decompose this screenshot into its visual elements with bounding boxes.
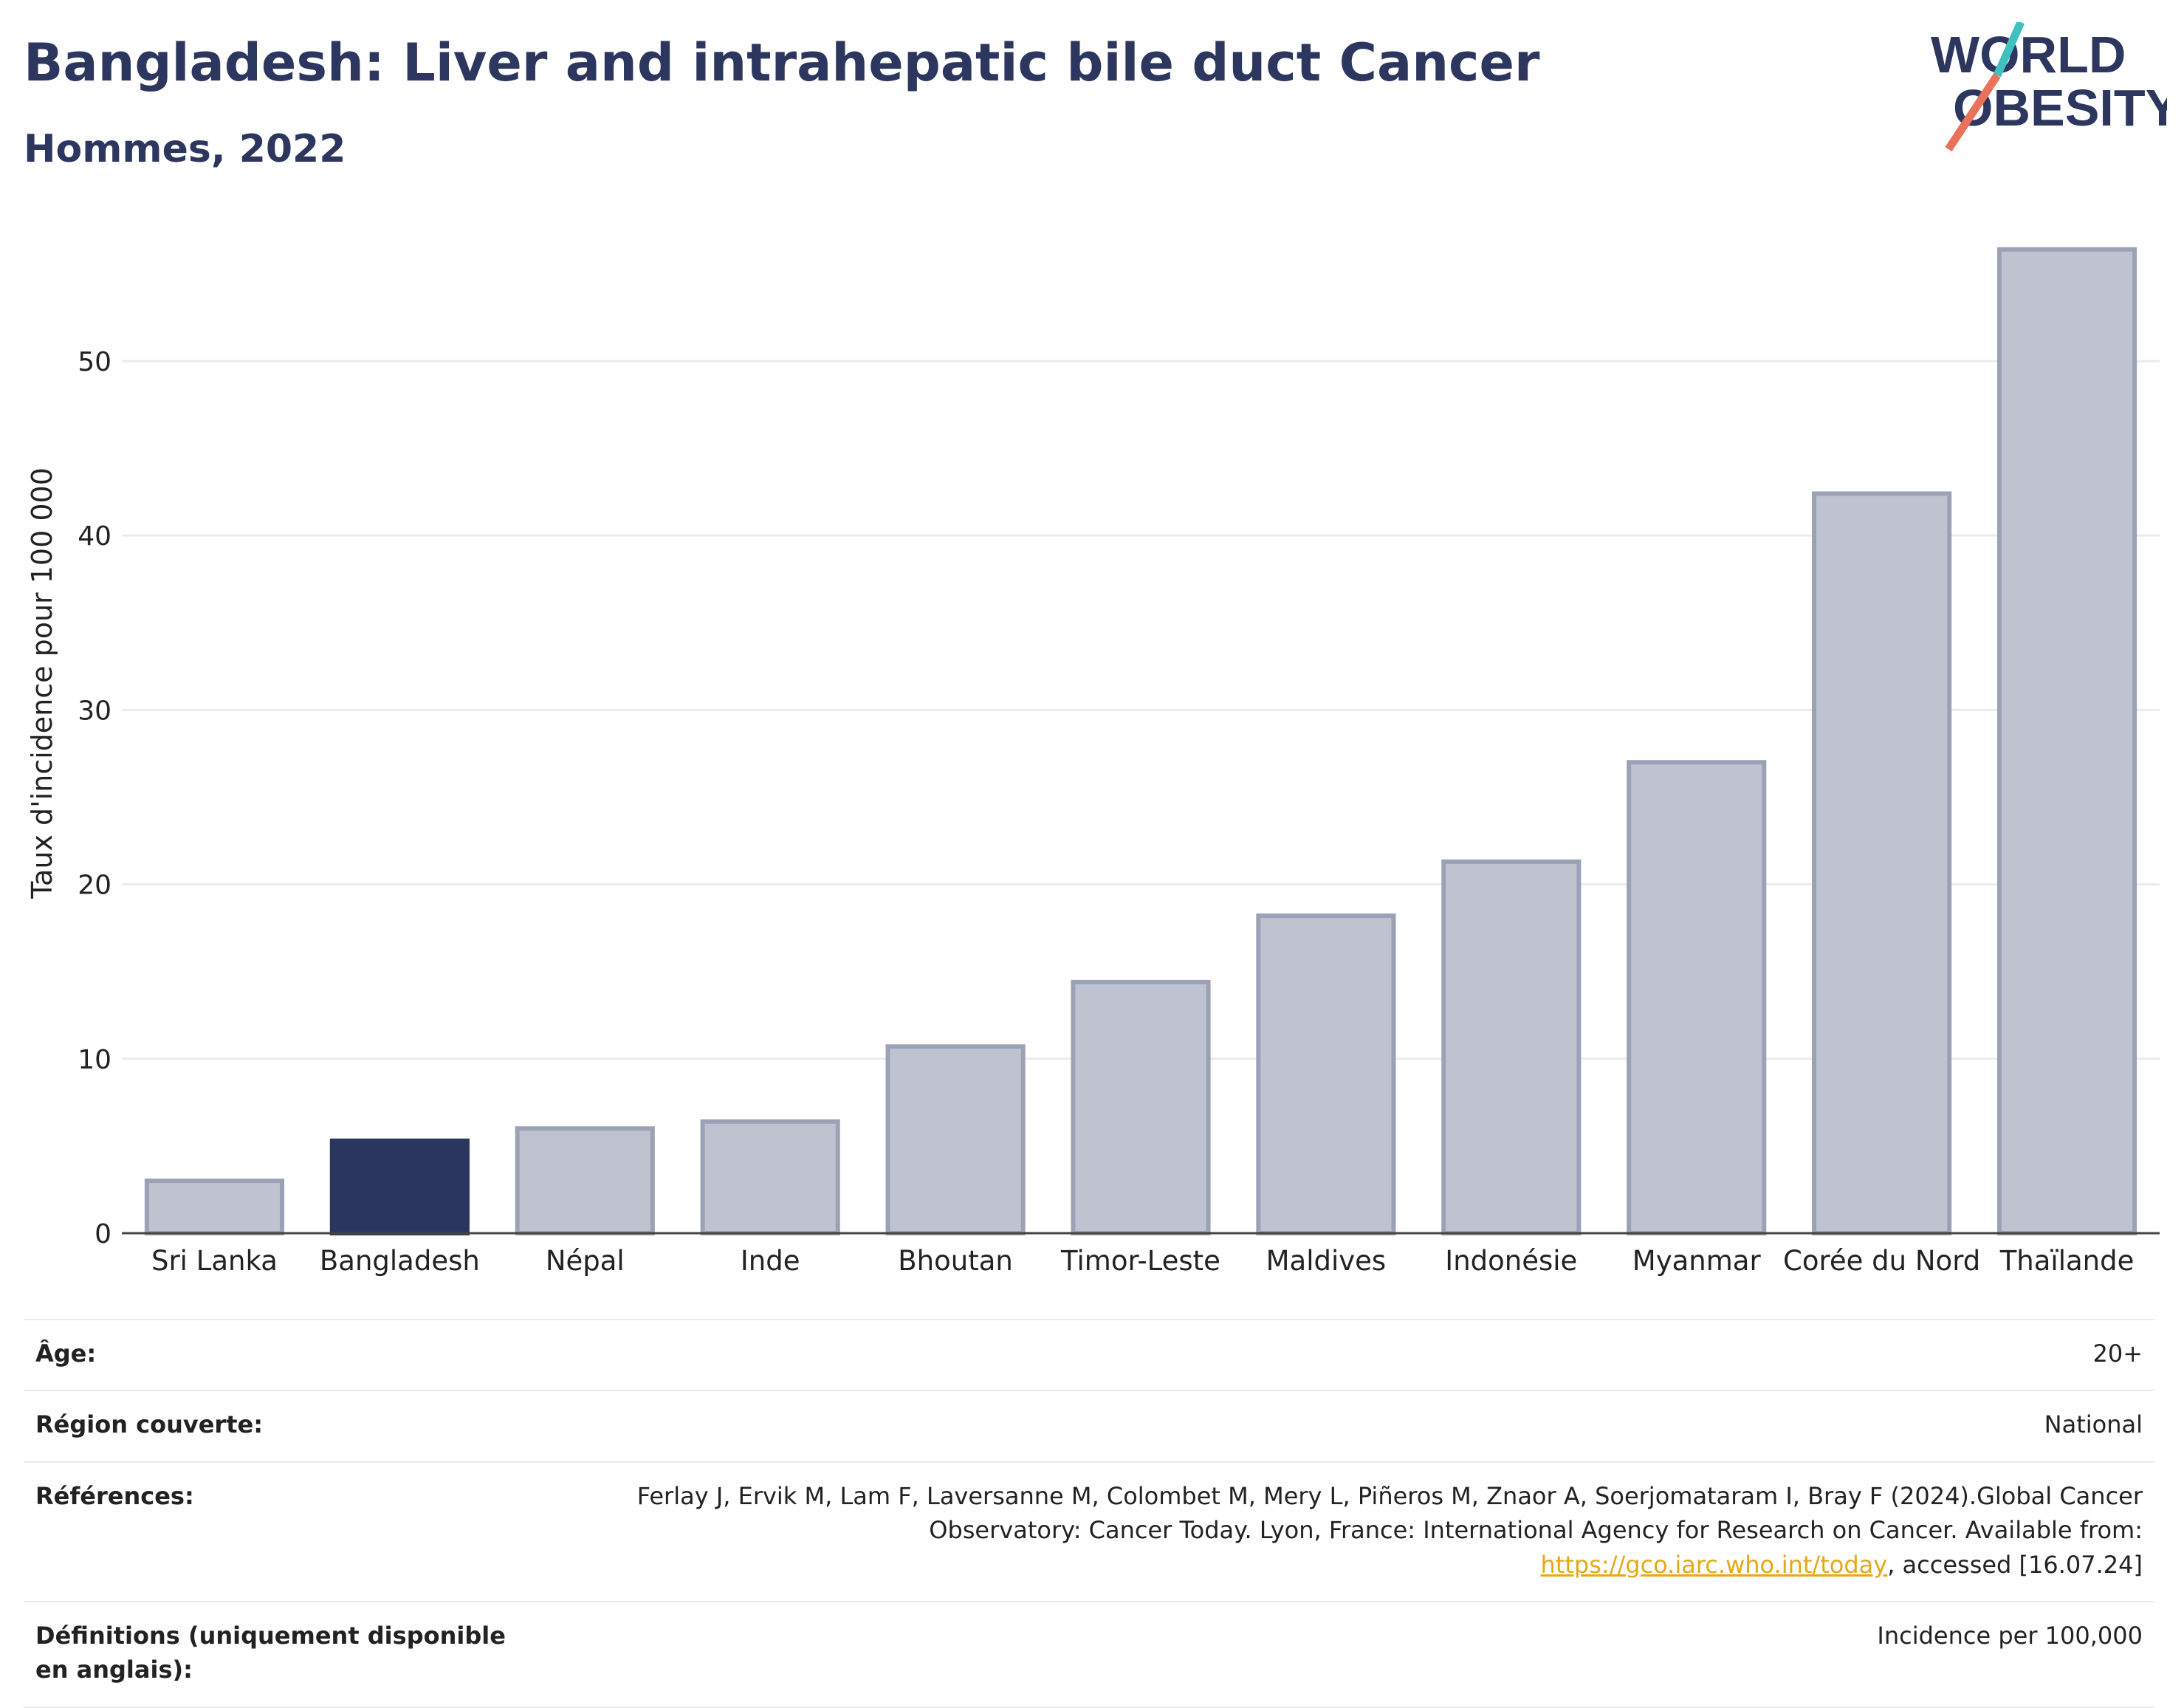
info-label: Définitions (uniquement disponible en an… xyxy=(35,1621,506,1684)
bar-chart: 0 10 20 30 40 50 Sri Lanka Bangladesh Népal Inde… xyxy=(26,247,2160,1277)
info-value-suffix: , accessed [16.07.24] xyxy=(1887,1550,2143,1579)
logo-slash-teal xyxy=(1993,22,2025,78)
world-obesity-logo: WORLD OBESITY xyxy=(1931,22,2167,152)
x-tick-label: Myanmar xyxy=(1632,1245,1762,1277)
bar-tha-lande[interactable] xyxy=(1996,247,2137,1236)
y-tick-label: 0 xyxy=(95,1219,111,1249)
y-tick-label: 30 xyxy=(78,696,111,726)
x-tick-label: Maldives xyxy=(1266,1245,1387,1277)
info-row: Région couverte: National xyxy=(24,1390,2154,1461)
info-label: Région couverte: xyxy=(35,1410,263,1439)
chart-title: Bangladesh: Liver and intrahepatic bile … xyxy=(24,32,1540,93)
info-value-text: National xyxy=(2044,1410,2143,1439)
info-value: Ferlay J, Ervik M, Lam F, Laversanne M, … xyxy=(592,1479,2143,1582)
x-axis-labels: Sri Lanka Bangladesh Népal Inde Bhoutan Timor… xyxy=(151,1245,2134,1277)
bar-inde[interactable] xyxy=(700,1119,840,1236)
y-tick-label: 20 xyxy=(78,871,111,901)
y-axis-ticks: 0 10 20 30 40 50 xyxy=(78,347,111,1249)
logo-slash-coral xyxy=(1945,72,2001,152)
bar-maldives[interactable] xyxy=(1256,913,1396,1235)
info-row: Références: Ferlay J, Ervik M, Lam F, Lav… xyxy=(24,1461,2154,1601)
info-value: Incidence per 100,000 xyxy=(1877,1619,2143,1653)
y-tick-label: 10 xyxy=(78,1045,111,1075)
x-tick-label: Bangladesh xyxy=(320,1245,480,1277)
info-row: Définitions (uniquement disponible en an… xyxy=(24,1600,2154,1708)
info-table: Âge: 20+ Région couverte: National Référence… xyxy=(24,1319,2154,1708)
info-value: National xyxy=(2044,1407,2143,1441)
y-tick-label: 50 xyxy=(78,347,111,377)
bar-bangladesh[interactable] xyxy=(329,1138,470,1235)
y-axis-title: Taux d'incidence pour 100 000 xyxy=(26,467,58,899)
bar-myanmar[interactable] xyxy=(1627,760,1767,1235)
x-tick-label: Thaïlande xyxy=(1999,1245,2135,1277)
chart-subtitle: Hommes, 2022 xyxy=(24,127,346,171)
info-label: Âge: xyxy=(35,1340,97,1368)
y-tick-label: 40 xyxy=(78,521,111,552)
x-tick-label: Corée du Nord xyxy=(1783,1245,1980,1277)
bar-sri-lanka[interactable] xyxy=(144,1179,285,1236)
info-value: 20+ xyxy=(2092,1337,2143,1371)
info-value-text: 20+ xyxy=(2092,1340,2143,1368)
bars xyxy=(144,247,2137,1236)
info-value-text: Incidence per 100,000 xyxy=(1877,1621,2143,1650)
info-value-text: Ferlay J, Ervik M, Lam F, Laversanne M, … xyxy=(636,1481,2143,1545)
info-label: Références: xyxy=(35,1481,194,1510)
x-tick-label: Sri Lanka xyxy=(151,1245,278,1277)
x-tick-label: Népal xyxy=(546,1245,625,1277)
bar-indon-sie[interactable] xyxy=(1441,859,1582,1236)
bar-bhoutan[interactable] xyxy=(885,1044,1026,1236)
logo-line-world: WORLD xyxy=(1931,26,2126,83)
bar-timor-leste[interactable] xyxy=(1071,979,1211,1235)
x-tick-label: Inde xyxy=(741,1245,800,1277)
x-tick-label: Indonésie xyxy=(1445,1245,1577,1277)
bar-n-pal[interactable] xyxy=(515,1126,655,1236)
x-tick-label: Timor-Leste xyxy=(1060,1245,1220,1277)
info-row: Âge: 20+ xyxy=(24,1319,2154,1390)
reference-link[interactable]: https://gco.iarc.who.int/today xyxy=(1540,1550,1888,1579)
x-tick-label: Bhoutan xyxy=(898,1245,1013,1277)
bar-cor-e-du-nord[interactable] xyxy=(1812,491,1952,1235)
